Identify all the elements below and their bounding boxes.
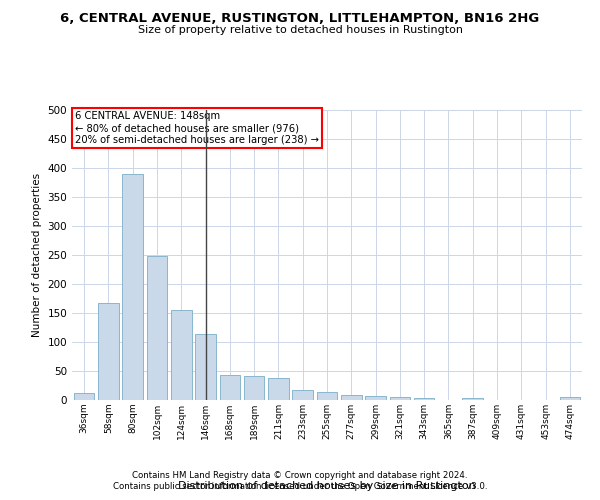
Bar [195, 334, 216, 400]
Text: Contains HM Land Registry data © Crown copyright and database right 2024.: Contains HM Land Registry data © Crown c… [132, 471, 468, 480]
Bar [268, 378, 289, 400]
Text: Size of property relative to detached houses in Rustington: Size of property relative to detached ho… [137, 25, 463, 35]
Bar [220, 375, 240, 400]
Bar [317, 392, 337, 400]
Y-axis label: Number of detached properties: Number of detached properties [32, 173, 42, 337]
Bar [244, 376, 265, 400]
Bar [463, 398, 483, 400]
Text: Contains public sector information licensed under the Open Government Licence v3: Contains public sector information licen… [113, 482, 487, 491]
Bar [389, 397, 410, 400]
Bar [74, 393, 94, 400]
Bar [414, 398, 434, 400]
Bar [146, 256, 167, 400]
Bar [292, 390, 313, 400]
Bar [122, 174, 143, 400]
Bar [98, 303, 119, 400]
Text: 6 CENTRAL AVENUE: 148sqm
← 80% of detached houses are smaller (976)
20% of semi-: 6 CENTRAL AVENUE: 148sqm ← 80% of detach… [74, 112, 319, 144]
Bar [365, 396, 386, 400]
Bar [171, 310, 191, 400]
Text: 6, CENTRAL AVENUE, RUSTINGTON, LITTLEHAMPTON, BN16 2HG: 6, CENTRAL AVENUE, RUSTINGTON, LITTLEHAM… [61, 12, 539, 26]
Bar [560, 397, 580, 400]
X-axis label: Distribution of detached houses by size in Rustington: Distribution of detached houses by size … [178, 481, 476, 491]
Bar [341, 396, 362, 400]
